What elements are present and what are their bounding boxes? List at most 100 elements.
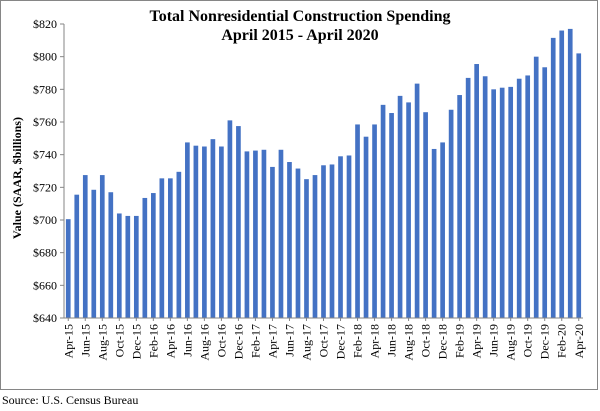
- bar-Jan-19: [448, 109, 454, 318]
- bar-Jun-17: [287, 162, 292, 318]
- bar-Mar-18: [363, 136, 369, 318]
- bar-Jul-18: [397, 95, 403, 319]
- bar-chart: Total Nonresidential Construction Spendi…: [10, 8, 586, 361]
- bar-Jun-15: [82, 175, 88, 318]
- bar-Dec-16: [236, 126, 241, 318]
- x-tick-label: Jun-18: [385, 324, 399, 357]
- x-tick-label: Oct-17: [317, 324, 331, 357]
- x-axis-ticks: Apr-15 Jun-15 Aug-15 Oct-15 Dec-15 Feb-16 Apr-…: [61, 318, 586, 361]
- bar-Oct-15: [116, 213, 122, 318]
- bar-May-15: [74, 194, 80, 318]
- bar-Apr-19: [474, 64, 479, 319]
- bar-Nov-17: [329, 164, 335, 318]
- x-tick-label: Dec-15: [129, 324, 143, 359]
- bar-Oct-18: [423, 112, 428, 318]
- bar-Aug-18: [406, 102, 411, 319]
- bar-Jul-16: [193, 145, 199, 318]
- x-tick-label: Feb-16: [146, 324, 160, 358]
- x-tick-label: Dec-18: [436, 324, 450, 359]
- x-tick-label: Aug-18: [402, 324, 416, 361]
- source-note: Source: U.S. Census Bureau: [2, 393, 139, 407]
- bar-Jul-19: [499, 87, 505, 318]
- bar-Dec-18: [440, 142, 445, 318]
- x-tick-label: Jun-15: [78, 324, 92, 357]
- bar-Feb-20: [559, 30, 565, 319]
- bar-Mar-17: [261, 149, 267, 318]
- bar-Oct-19: [525, 75, 531, 318]
- x-tick-label: Oct-18: [419, 324, 433, 357]
- bar-Dec-15: [133, 215, 139, 318]
- bar-Dec-17: [338, 156, 343, 318]
- x-tick-label: Jun-19: [487, 324, 501, 357]
- bar-Jan-16: [142, 197, 148, 318]
- bar-Sep-16: [210, 139, 216, 318]
- x-tick-label: Aug-17: [299, 324, 313, 361]
- bar-Apr-17: [270, 166, 275, 318]
- chart-title: Total Nonresidential Construction Spendi…: [150, 8, 451, 25]
- bar-Nov-16: [227, 120, 233, 319]
- x-tick-label: Aug-15: [95, 324, 109, 361]
- bar-Aug-19: [508, 86, 514, 318]
- x-tick-label: Oct-15: [112, 324, 126, 357]
- x-tick-label: Feb-17: [248, 324, 262, 358]
- bar-Sep-19: [516, 78, 522, 318]
- x-tick-label: Jun-17: [282, 324, 296, 357]
- x-tick-label: Aug-16: [197, 324, 211, 361]
- y-tick-label: $700: [33, 213, 57, 227]
- bar-Oct-16: [219, 146, 224, 318]
- x-tick-label: Oct-16: [214, 324, 228, 357]
- bar-Feb-18: [355, 124, 360, 318]
- bar-Feb-19: [457, 95, 462, 318]
- bar-Sep-18: [414, 83, 420, 319]
- x-tick-label: Apr-15: [61, 324, 75, 358]
- x-tick-label: Apr-19: [470, 324, 484, 358]
- x-tick-label: Dec-19: [538, 324, 552, 359]
- bar-Nov-15: [125, 215, 131, 318]
- y-tick-label: $660: [33, 278, 57, 292]
- y-tick-label: $740: [33, 148, 57, 162]
- bar-Mar-20: [567, 28, 573, 319]
- x-tick-label: Dec-16: [231, 324, 245, 359]
- bar-Aug-15: [99, 175, 105, 318]
- y-tick-label: $720: [33, 180, 57, 194]
- bar-Feb-16: [151, 193, 156, 318]
- bar-Jan-17: [244, 151, 250, 318]
- x-tick-label: Feb-20: [555, 324, 569, 358]
- bar-Nov-19: [533, 56, 539, 319]
- y-tick-label: $680: [33, 246, 57, 260]
- y-tick-label: $640: [33, 311, 57, 325]
- bar-May-19: [482, 76, 488, 319]
- bar-May-18: [380, 104, 386, 318]
- y-axis-ticks: $640 $660 $680 $700 $720 $740 $760 $780 $800 $820: [33, 17, 64, 325]
- bar-Apr-20: [576, 53, 582, 319]
- x-tick-label: Apr-17: [265, 324, 279, 358]
- x-tick-label: Jun-16: [180, 324, 194, 357]
- bar-May-17: [278, 149, 284, 318]
- x-tick-label: Dec-17: [334, 324, 348, 359]
- bar-Jan-20: [550, 37, 556, 318]
- x-tick-label: Feb-19: [453, 324, 467, 358]
- bar-Apr-16: [168, 178, 173, 318]
- bar-May-16: [176, 171, 182, 318]
- bar-Jun-16: [185, 142, 190, 318]
- y-tick-label: $820: [33, 17, 57, 31]
- y-tick-label: $760: [33, 115, 57, 129]
- bars: [65, 28, 582, 319]
- x-tick-label: Apr-16: [163, 324, 177, 358]
- bar-Jul-15: [91, 189, 97, 318]
- y-axis-title: Value (SAAR, $billions): [10, 117, 24, 239]
- x-tick-label: Apr-18: [368, 324, 382, 358]
- bar-Dec-19: [542, 67, 548, 318]
- bar-Jun-18: [389, 113, 394, 319]
- bar-Sep-15: [108, 192, 114, 318]
- bar-Jun-19: [491, 89, 496, 318]
- y-tick-label: $800: [33, 50, 57, 64]
- x-tick-label: Apr-20: [572, 324, 586, 358]
- bar-Mar-19: [465, 77, 471, 319]
- bar-Aug-17: [304, 179, 309, 318]
- x-tick-label: Aug-19: [504, 324, 518, 361]
- bar-Mar-16: [159, 178, 165, 318]
- bar-Sep-17: [312, 175, 318, 318]
- x-tick-label: Feb-18: [351, 324, 365, 358]
- chart-subtitle: April 2015 - April 2020: [221, 27, 378, 44]
